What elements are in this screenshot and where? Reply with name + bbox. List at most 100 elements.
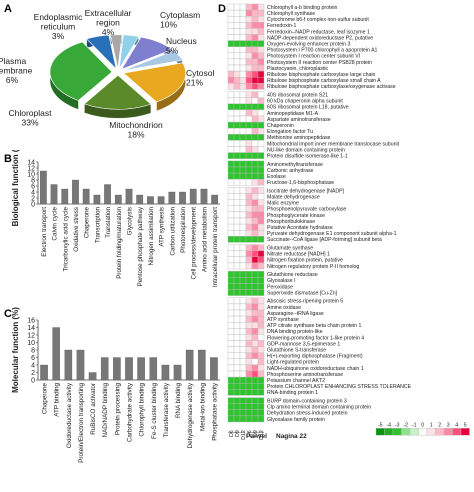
- heatmap-cell: [251, 283, 259, 290]
- heatmap-cell: [245, 3, 253, 11]
- heatmap-cell: [239, 244, 247, 251]
- heatmap-cell: [233, 146, 241, 153]
- bar: [198, 349, 206, 381]
- heatmap-cell: [245, 160, 253, 168]
- heatmap-cell: [227, 178, 235, 186]
- heatmap-cell: [257, 140, 265, 147]
- y-tick-label: 0: [31, 378, 35, 385]
- heatmap-cell: [239, 229, 247, 237]
- heatmap-cell: [239, 409, 247, 417]
- heatmap-cell: [239, 40, 247, 47]
- heatmap-cell: [251, 134, 259, 141]
- heatmap-cell: [227, 297, 235, 305]
- heatmap-cell: [233, 262, 241, 270]
- heatmap-cell: [233, 134, 241, 141]
- heatmap-cell: [245, 91, 253, 98]
- bar: [210, 357, 218, 381]
- protein-expression-heatmap: D Chlorophyll a-b binding proteinChlorop…: [218, 3, 470, 440]
- heatmap-cell: [239, 297, 247, 305]
- heatmap-cell: [227, 364, 235, 372]
- heatmap-cell: [227, 34, 235, 41]
- heatmap-cell: [227, 236, 235, 243]
- heatmap-row-label: Glutamate synthase: [267, 246, 313, 252]
- legend-swatch: [409, 428, 419, 436]
- heatmap-cell: [257, 346, 265, 353]
- x-category-label: Tricarboxylic acid cycle: [62, 207, 69, 272]
- heatmap-row-label: Flowering-promoting factor 1-like protei…: [267, 335, 364, 341]
- subcellular-pie-chart: A Cytoplasm 10% Nucleus 5% Cytosol 21% Mitocho…: [0, 3, 214, 140]
- heatmap-cell: [251, 64, 259, 72]
- heatmap-cell: [257, 22, 265, 29]
- heatmap-cell: [251, 46, 259, 54]
- heatmap-cell: [251, 152, 259, 159]
- heatmap-cell: [251, 52, 259, 60]
- panel-a: A Cytoplasm 10% Nucleus 5% Cytosol 21% Mitocho…: [0, 0, 226, 150]
- heatmap-cell: [251, 146, 259, 153]
- heatmap-cell: [251, 370, 259, 378]
- heatmap-cell: [227, 271, 235, 278]
- heatmap-cell: [245, 76, 253, 84]
- y-tick-label: 14: [27, 325, 35, 332]
- x-category-label: Nitrogen assimilation: [148, 207, 155, 266]
- y-tick-label: 6: [31, 184, 35, 191]
- heatmap-cell: [245, 103, 253, 111]
- heatmap-cell: [227, 146, 235, 153]
- heatmap-cell: [227, 389, 235, 396]
- heatmap-row-label: Abscisic stress-ripening protein 5: [267, 299, 343, 305]
- heatmap-cell: [251, 352, 259, 360]
- heatmap-cell: [251, 358, 259, 366]
- heatmap-cell: [227, 315, 235, 323]
- heatmap-cell: [251, 364, 259, 372]
- pie-slice: [118, 34, 140, 69]
- heatmap-cell: [245, 22, 253, 29]
- heatmap-cell: [233, 340, 241, 347]
- heatmap-cell: [233, 58, 241, 66]
- heatmap-cell: [257, 244, 265, 251]
- heatmap-cell: [257, 40, 265, 47]
- heatmap-cell: [245, 389, 253, 396]
- heatmap-cell: [251, 97, 259, 104]
- heatmap-cell: [245, 236, 253, 243]
- heatmap-cell: [257, 256, 265, 264]
- heatmap-cell: [233, 109, 241, 117]
- heatmap-cell: [239, 199, 247, 206]
- bar: [76, 349, 85, 381]
- heatmap-cell: [257, 334, 265, 341]
- heatmap-cell: [257, 403, 265, 411]
- bar: [61, 188, 69, 205]
- legend-label: 4: [455, 423, 458, 429]
- heatmap-row-label: NU-like domain containing protein: [267, 147, 345, 153]
- x-category-label: ATP binding: [54, 383, 61, 417]
- heatmap-cell: [257, 229, 265, 237]
- heatmap-cell: [257, 289, 265, 296]
- heatmap-cell: [245, 328, 253, 335]
- heatmap-cell: [245, 9, 253, 17]
- heatmap-row-label: Chlorophyll a-b binding protein: [267, 5, 337, 11]
- heatmap-cell: [239, 34, 247, 41]
- heatmap-cell: [233, 322, 241, 329]
- x-category-label: Glycolysis: [127, 207, 134, 235]
- heatmap-row-label: 60 kDa chaperonin alpha subunit: [267, 99, 343, 105]
- pie-slice: [110, 34, 123, 69]
- heatmap-column-label: D6: [247, 430, 253, 437]
- heatmap-cell: [227, 289, 235, 296]
- heatmap-cell: [245, 364, 253, 372]
- x-category-label: Transcription: [94, 207, 101, 244]
- legend-label: -3: [395, 423, 400, 429]
- heatmap-cell: [227, 250, 235, 257]
- x-category-label: Amino acid metabolism: [201, 207, 208, 272]
- heatmap-cell: [239, 415, 247, 423]
- heatmap-cell: [239, 315, 247, 323]
- heatmap-row-label: Peroxidase: [267, 284, 293, 290]
- heatmap-cell: [227, 358, 235, 366]
- heatmap-cell: [227, 256, 235, 264]
- heatmap-row-label: DNA binding protein-like: [267, 329, 323, 335]
- heatmap-cell: [257, 121, 265, 129]
- heatmap-cell: [245, 283, 253, 290]
- heatmap-cell: [233, 16, 241, 23]
- heatmap-cell: [245, 193, 253, 200]
- heatmap-cell: [239, 334, 247, 341]
- heatmap-cell: [257, 211, 265, 219]
- heatmap-row-label: Succinate--CoA ligase [ADP-forming] subu…: [267, 237, 382, 243]
- heatmap-row-label: ATP citrate synthase beta chain protein …: [267, 323, 362, 329]
